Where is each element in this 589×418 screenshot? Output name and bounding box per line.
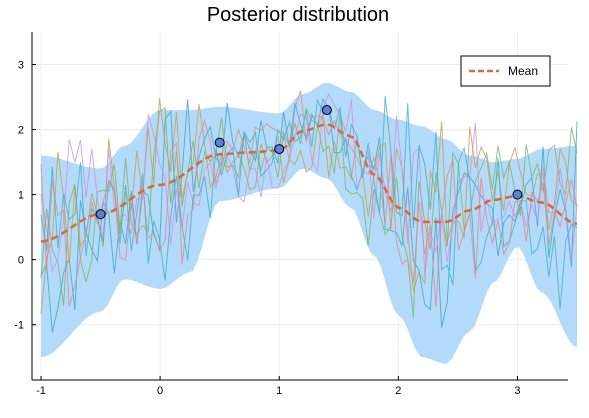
legend: Mean xyxy=(460,55,551,87)
y-tick-label: -1 xyxy=(14,320,24,332)
y-tick-label: 2 xyxy=(18,125,24,137)
x-tick-label: 0 xyxy=(157,385,163,397)
mean-line xyxy=(40,123,578,243)
x-tick-label: 3 xyxy=(514,385,520,397)
mean-line-layer xyxy=(40,123,578,243)
chart-title: Posterior distribution xyxy=(207,4,389,26)
observation-points-layer xyxy=(95,105,523,220)
legend-mean-label: Mean xyxy=(508,64,538,78)
y-tick-label: 0 xyxy=(18,255,24,267)
observation-point xyxy=(512,189,523,200)
y-tick-label: 3 xyxy=(18,60,24,72)
sample-line xyxy=(40,97,578,314)
sample-line xyxy=(40,92,578,275)
x-tick-label: 2 xyxy=(395,385,401,397)
observation-point xyxy=(95,209,106,220)
x-tick-label: -1 xyxy=(36,385,46,397)
axes: -1 0 1 2 3 -1 0 1 2 3 xyxy=(14,32,568,397)
observation-point xyxy=(321,105,332,116)
observation-point xyxy=(214,137,225,148)
x-tick-label: 1 xyxy=(276,385,282,397)
legend-box xyxy=(460,55,551,87)
y-tick-label: 1 xyxy=(18,190,24,202)
observation-point xyxy=(274,144,285,155)
